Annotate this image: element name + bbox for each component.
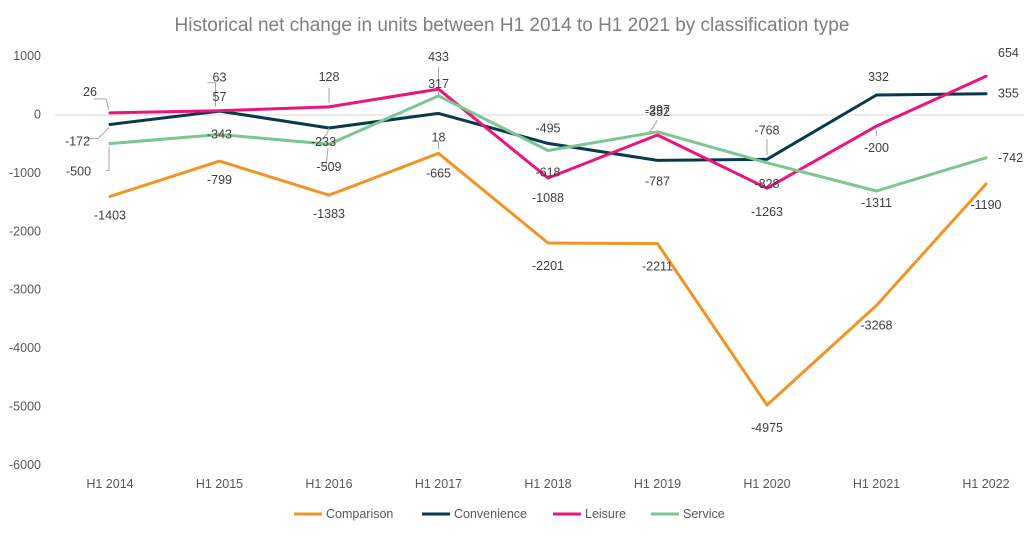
leader-line <box>106 146 110 172</box>
data-label-convenience: -495 <box>535 121 560 135</box>
data-label-convenience: 355 <box>998 87 1019 101</box>
x-tick-label: H1 2022 <box>962 477 1009 491</box>
x-tick-label: H1 2016 <box>305 477 352 491</box>
data-label-comparison: -1190 <box>970 198 1001 212</box>
x-axis: H1 2014 H1 2015 H1 2016 H1 2017 H1 2018 H1 20… <box>86 477 1009 491</box>
leader-lines <box>86 67 877 172</box>
data-label-convenience: 332 <box>868 70 889 84</box>
data-label-convenience: -172 <box>65 135 90 149</box>
data-label-leisure: 26 <box>83 85 97 99</box>
y-tick-label: -5000 <box>9 400 41 414</box>
leader-line <box>86 127 110 139</box>
y-tick-label: -4000 <box>9 341 41 355</box>
y-tick-label: -2000 <box>9 224 41 238</box>
data-label-service: -500 <box>66 165 91 179</box>
x-tick-label: H1 2018 <box>524 477 571 491</box>
data-label-comparison: -3268 <box>861 318 893 332</box>
data-label-comparison: -2211 <box>642 260 673 274</box>
data-label-comparison: -665 <box>426 166 451 180</box>
series-line-leisure <box>108 74 988 190</box>
legend-label-leisure: Leisure <box>585 507 626 521</box>
series-line-service <box>108 94 988 193</box>
legend-label-convenience: Convenience <box>454 507 527 521</box>
data-label-service: -297 <box>645 103 670 117</box>
data-label-service: 317 <box>428 77 449 91</box>
y-tick-label: -6000 <box>9 458 41 472</box>
x-tick-label: H1 2017 <box>415 477 462 491</box>
data-labels: -1403 -799 -1383 -665 -2201 -2211 -4975 -3268 -1… <box>65 46 1023 435</box>
legend-label-service: Service <box>683 507 725 521</box>
data-label-leisure: 128 <box>319 70 340 84</box>
leader-line <box>320 127 330 141</box>
data-label-service: -742 <box>998 151 1023 165</box>
data-label-convenience: -233 <box>311 135 336 149</box>
data-label-service: -828 <box>754 177 779 191</box>
data-label-service: -1311 <box>861 196 892 210</box>
y-tick-label: -1000 <box>9 166 41 180</box>
leader-line <box>207 82 216 107</box>
series-line-comparison <box>108 151 988 407</box>
data-label-comparison: -4975 <box>751 421 783 435</box>
data-label-service: -509 <box>316 160 341 174</box>
x-tick-label: H1 2019 <box>634 477 681 491</box>
y-axis: 1000 0 -1000 -2000 -3000 -4000 -5000 -6000 <box>9 49 41 472</box>
data-label-leisure: 433 <box>428 50 449 64</box>
data-label-leisure: -1263 <box>751 205 783 219</box>
data-label-leisure: -352 <box>645 105 670 119</box>
x-tick-label: H1 2021 <box>853 477 900 491</box>
x-tick-label: H1 2020 <box>743 477 790 491</box>
y-tick-label: 0 <box>34 107 41 121</box>
data-label-comparison: -2201 <box>532 259 564 273</box>
data-label-comparison: -799 <box>207 173 232 187</box>
data-label-comparison: -1383 <box>313 207 345 221</box>
data-label-leisure: -200 <box>864 141 889 155</box>
y-tick-label: -3000 <box>9 283 41 297</box>
legend: Comparison Convenience Leisure Service <box>294 507 725 521</box>
x-tick-label: H1 2014 <box>86 477 133 491</box>
data-label-convenience: -787 <box>645 174 670 188</box>
data-label-convenience: 18 <box>432 130 446 144</box>
legend-label-comparison: Comparison <box>326 507 393 521</box>
data-label-leisure: 63 <box>213 71 227 85</box>
leader-line <box>649 119 658 133</box>
data-label-service: -618 <box>535 166 560 180</box>
series-lines <box>108 74 988 407</box>
chart-title: Historical net change in units between H… <box>175 15 850 36</box>
data-label-convenience: -768 <box>754 123 779 137</box>
x-tick-label: H1 2015 <box>196 477 243 491</box>
leader-line <box>94 98 110 111</box>
series-line-convenience <box>108 92 988 162</box>
data-label-leisure: 654 <box>998 46 1019 60</box>
leader-line <box>323 148 329 167</box>
data-label-leisure: -1088 <box>532 191 564 205</box>
y-tick-label: 1000 <box>13 49 41 63</box>
data-label-service: -343 <box>207 128 232 142</box>
data-label-convenience: 57 <box>213 90 227 104</box>
data-label-comparison: -1403 <box>94 208 126 222</box>
